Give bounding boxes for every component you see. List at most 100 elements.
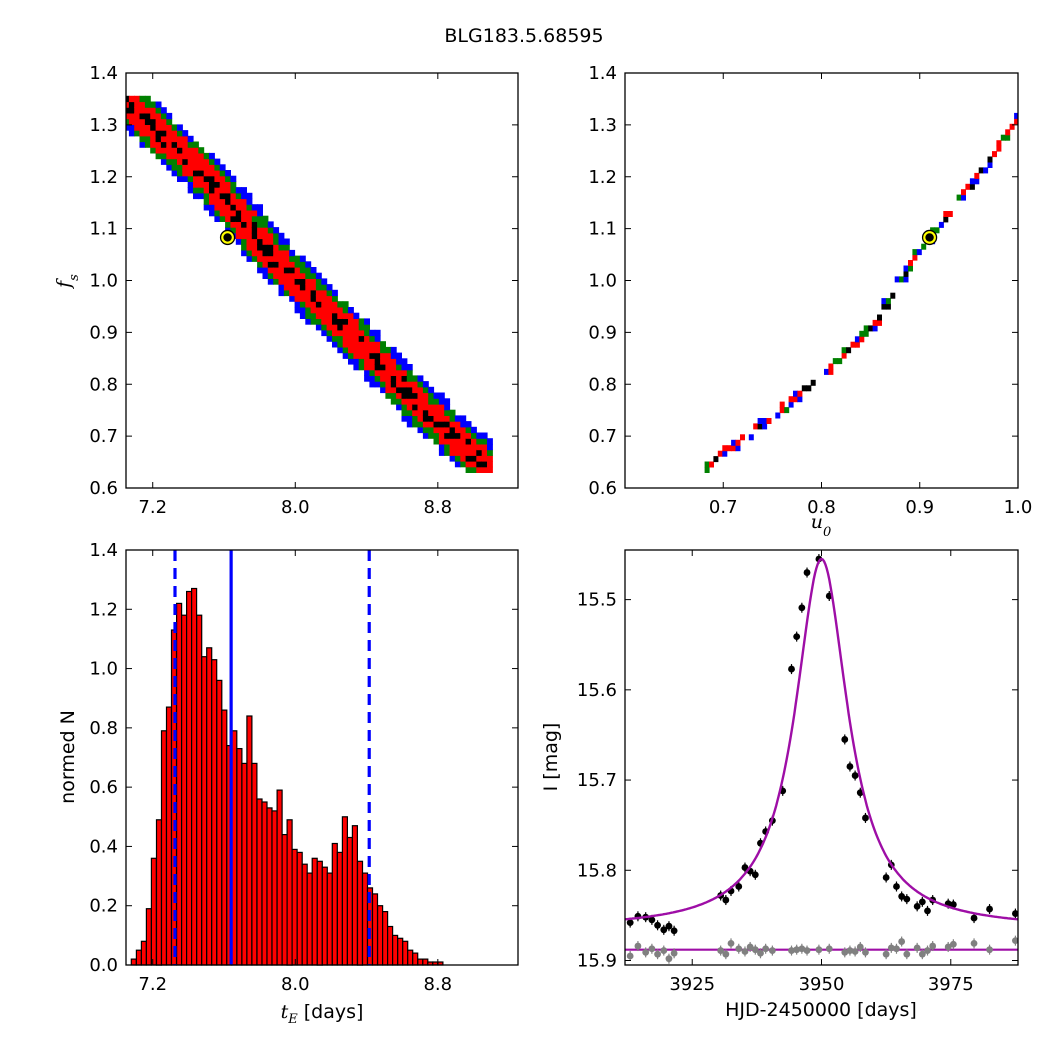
residual-point [986,946,993,954]
heatmap-cell [454,449,461,456]
heatmap-cell [155,152,162,160]
heatmap-cell [273,278,280,285]
heatmap-cell [454,415,461,422]
heatmap-cell [433,438,440,445]
heatmap-cell [262,261,269,268]
heatmap-cell [444,449,451,456]
heatmap-cell [278,255,285,262]
heatmap-cell [337,318,344,325]
heatmap-cell [219,170,226,177]
residual-point [648,945,656,953]
histogram-bar [341,816,348,966]
heatmap-cell [134,107,141,114]
heatmap-cell [481,438,488,445]
heatmap-cell [872,325,878,332]
heatmap-cell [766,418,772,424]
heatmap-cell [198,164,205,171]
heatmap-cell [150,107,157,114]
x-tick-label: 8.0 [281,497,310,518]
heatmap-cell [342,329,349,337]
heatmap-cell [128,112,135,120]
heatmap-cell [182,175,189,182]
heatmap-cell [262,238,269,245]
heatmap-cell [438,432,445,439]
heatmap-cell [433,432,440,439]
heatmap-cell [219,187,226,194]
heatmap-cell [444,415,451,422]
heatmap-cell [150,130,157,137]
histogram-bar [296,851,303,966]
heatmap-cell [412,375,419,382]
heatmap-cell [289,267,296,274]
histogram-bar [291,848,298,966]
heatmap-cell [305,267,312,274]
histogram-bar [351,825,358,966]
heatmap-cell [476,432,483,439]
histogram-bar [407,949,414,966]
heatmap-cell [358,364,365,371]
histogram-bar [165,706,173,966]
heatmap-cell [182,141,189,148]
heatmap-cell [364,335,370,342]
heatmap-cell [390,346,397,354]
heatmap-cell [364,369,370,376]
residual-point [887,944,895,952]
heatmap-cell [364,324,370,331]
heatmap-cell [283,267,290,274]
heatmap-cell [128,118,135,125]
heatmap-cell [983,167,989,174]
residual-point [803,947,811,954]
heatmap-cell [433,421,440,428]
heatmap-cell [235,238,242,245]
residual-point [856,943,864,951]
heatmap-cell [160,118,167,125]
heatmap-cell [380,352,386,359]
heatmap-cell [321,318,328,325]
heatmap-cell [784,407,790,414]
heatmap-cell [241,232,247,240]
heatmap-cell [369,329,376,337]
heatmap-cell [262,249,269,257]
residual-point [913,944,921,952]
heatmap-cell [299,272,306,279]
heatmap-cell [198,175,205,182]
data-point [793,633,801,641]
heatmap-cell [251,238,258,245]
heatmap-cell [177,135,183,143]
heatmap-cell [294,307,301,314]
x-tick-label: 1.0 [1004,497,1033,518]
data-point [751,871,759,879]
heatmap-cell [358,329,365,337]
heatmap-cell [412,404,419,411]
heatmap-cell [225,221,231,228]
heatmap-cell [471,455,477,462]
heatmap-cell [134,95,141,103]
y-tick-label: 0.8 [588,374,617,395]
heatmap-cell [380,386,386,394]
fs-vs-u0-panel: 0.7 0.8 0.9 1.0 0.6 0.7 0.8 0.9 1.0 1.1 1.2 1.3 1.4 u… [588,63,1032,540]
heatmap-cell [337,335,344,342]
heatmap-cell [209,175,215,182]
heatmap-cell [299,261,306,268]
data-point [841,736,849,743]
heatmap-cell [487,443,493,451]
heatmap-cell [225,210,231,217]
heatmap-cell [401,375,408,382]
heatmap-cell [187,152,194,160]
heatmap-cell [481,449,488,456]
heatmap-cell [433,398,440,405]
heatmap-cell [481,443,488,451]
heatmap-cell [251,249,258,257]
heatmap-cell [412,421,419,428]
residual-point [924,947,931,954]
heatmap-cell [974,178,980,185]
heatmap-cell [230,192,237,200]
heatmap-cell [283,261,290,268]
heatmap-cell [160,130,167,137]
histogram-bar [271,810,278,966]
heatmap-cell [321,312,328,319]
heatmap-cell [235,215,242,222]
heatmap-cell [294,255,301,262]
residual-point [944,943,952,951]
residual-point [851,948,859,955]
